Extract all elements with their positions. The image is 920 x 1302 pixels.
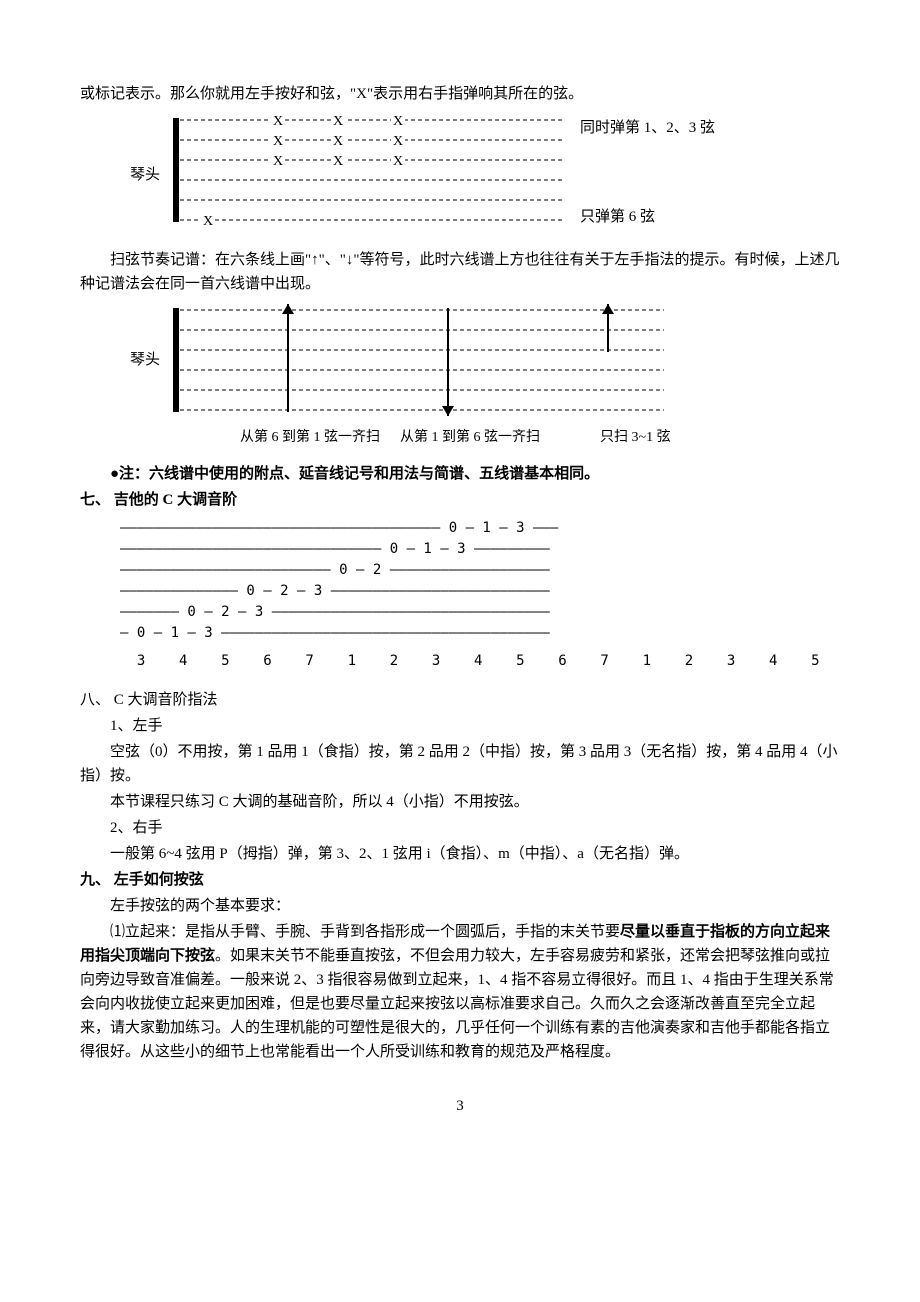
sec7-title: 七、 吉他的 C 大调音阶 bbox=[80, 488, 840, 512]
intro-line: 或标记表示。那么你就用左手按好和弦，"X"表示用右手指弹响其所在的弦。 bbox=[80, 82, 840, 106]
strum-intro: 扫弦节奏记谱：在六条线上画"↑"、"↓"等符号，此时六线谱上方也往往有关于左手指… bbox=[80, 248, 840, 296]
sec9-p2: ⑴立起来：是指从手臂、手腕、手背到各指形成一个圆弧后，手指的末关节要尽量以垂直于… bbox=[80, 920, 840, 1064]
svg-text:X: X bbox=[333, 114, 343, 129]
sec8-left-label: 1、左手 bbox=[80, 714, 840, 738]
svg-text:X: X bbox=[273, 154, 283, 169]
svg-text:X: X bbox=[273, 134, 283, 149]
strum-caption: 从第 6 到第 1 弦一齐扫 bbox=[240, 428, 400, 448]
tab2-svg bbox=[168, 300, 668, 420]
svg-text:X: X bbox=[393, 114, 403, 129]
sec9-p1: 左手按弦的两个基本要求： bbox=[80, 894, 840, 918]
page-number: 3 bbox=[80, 1094, 840, 1118]
strum-caption: 从第 1 到第 6 弦一齐扫 bbox=[400, 428, 560, 448]
svg-text:X: X bbox=[333, 154, 343, 169]
svg-text:X: X bbox=[203, 214, 213, 229]
sec8-right-p1: 一般第 6~4 弦用 P（拇指）弹，第 3、2、1 弦用 i（食指）、m（中指）… bbox=[80, 842, 840, 866]
sec9-title: 九、 左手如何按弦 bbox=[80, 868, 840, 892]
sec9-p2-rest: 。如果末关节不能垂直按弦，不但会用力较大，左手容易疲劳和紧张，还常会把琴弦推向或… bbox=[80, 948, 834, 1060]
strum-captions: 从第 6 到第 1 弦一齐扫从第 1 到第 6 弦一齐扫 只扫 3~1 弦 bbox=[240, 428, 840, 448]
sec9-p2-lead: ⑴立起来：是指从手臂、手腕、手背到各指形成一个圆弧后，手指的末关节要 bbox=[110, 924, 620, 940]
svg-text:X: X bbox=[333, 134, 343, 149]
note-line: ●注：六线谱中使用的附点、延音线记号和用法与简谱、五线谱基本相同。 bbox=[80, 462, 840, 486]
sec8-left-p1: 空弦（0）不用按，第 1 品用 1（食指）按，第 2 品用 2（中指）按，第 3… bbox=[80, 740, 840, 788]
sec8-left-p2: 本节课程只练习 C 大调的基础音阶，所以 4（小指）不用按弦。 bbox=[80, 790, 840, 814]
tab2-head-label: 琴头 bbox=[80, 348, 168, 372]
scale-diagram: —————————————————————————————————————— 0… bbox=[120, 518, 840, 644]
strum-caption: 只扫 3~1 弦 bbox=[600, 428, 720, 448]
svg-text:X: X bbox=[393, 134, 403, 149]
tab-diagram-2: 琴头 bbox=[80, 300, 840, 420]
tab1-svg: XXXXXXXXXX bbox=[168, 110, 568, 240]
sec8-right-label: 2、右手 bbox=[80, 816, 840, 840]
sec8-title: 八、 C 大调音阶指法 bbox=[80, 688, 840, 712]
tab1-right-bottom: 只弹第 6 弦 bbox=[580, 207, 720, 228]
tab-diagram-1: 琴头 XXXXXXXXXX 同时弹第 1、2、3 弦 只弹第 6 弦 bbox=[80, 110, 840, 240]
tab1-right-top: 同时弹第 1、2、3 弦 bbox=[580, 118, 720, 139]
svg-text:X: X bbox=[393, 154, 403, 169]
scale-footer: 3 4 5 6 7 1 2 3 4 5 6 7 1 2 3 4 5 bbox=[120, 650, 840, 672]
tab1-head-label: 琴头 bbox=[80, 163, 168, 187]
svg-text:X: X bbox=[273, 114, 283, 129]
